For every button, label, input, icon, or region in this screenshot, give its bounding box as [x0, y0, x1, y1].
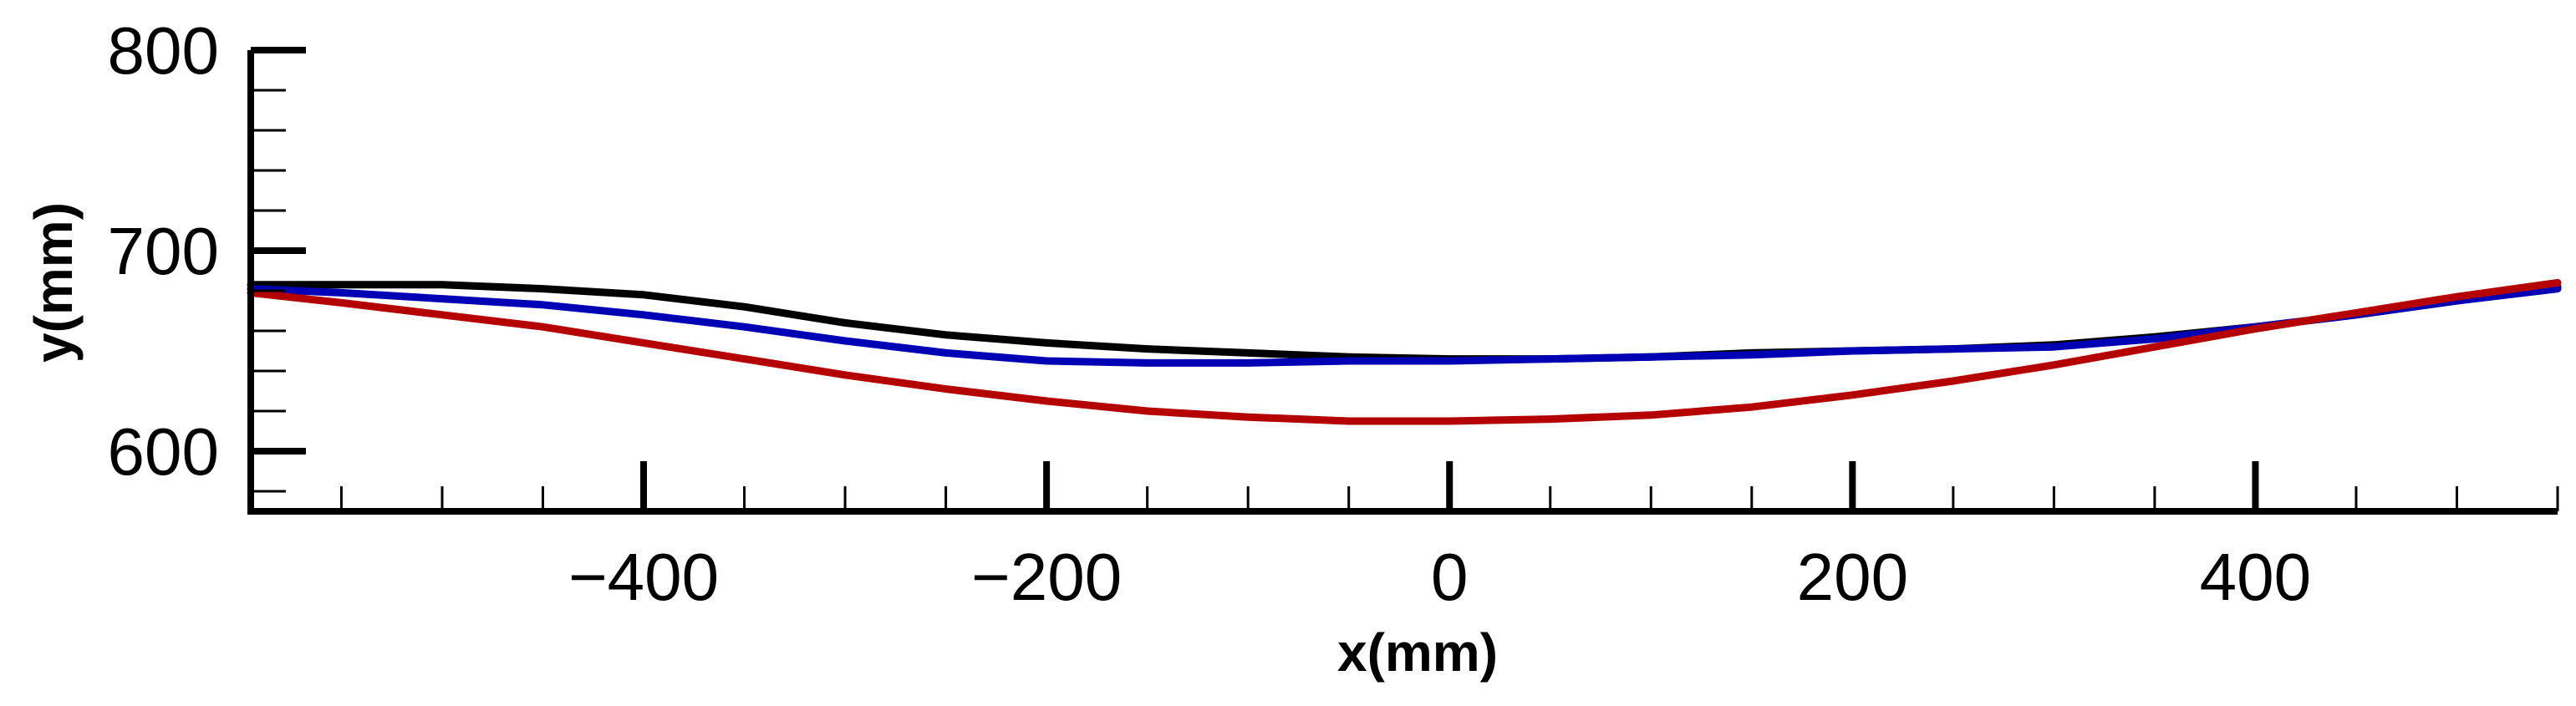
series-line-1: [247, 281, 2562, 363]
y-tick-label: 600: [108, 414, 219, 489]
labels-group: x(mm) y(mm) −400 −200 0 200 400 600 700 800: [23, 13, 2311, 683]
series-line-3: [247, 278, 2562, 425]
x-tick-label: 400: [2200, 540, 2311, 614]
x-axis-title: x(mm): [1337, 622, 1498, 683]
x-tick-label: −400: [568, 540, 719, 614]
series-line-2: [247, 285, 2562, 367]
y-tick-label: 800: [108, 13, 219, 88]
axes-group: [247, 47, 2559, 515]
series-group: [247, 278, 2562, 425]
x-tick-label: 0: [1431, 540, 1469, 614]
x-tick-label: −200: [971, 540, 1122, 614]
y-tick-label: 700: [108, 214, 219, 288]
x-tick-label: 200: [1797, 540, 1908, 614]
y-axis-title: y(mm): [23, 202, 84, 363]
